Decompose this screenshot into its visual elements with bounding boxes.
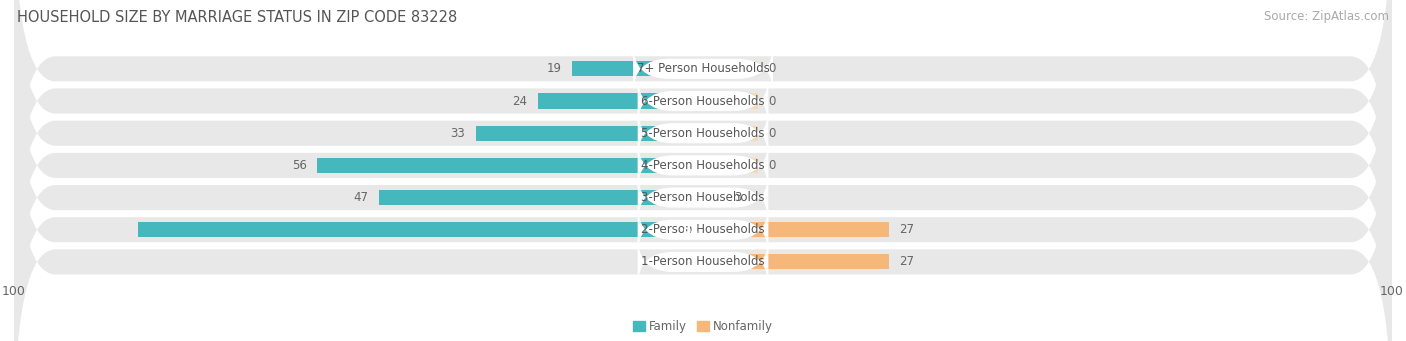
Bar: [703, 126, 758, 141]
Bar: [475, 126, 703, 141]
Legend: Family, Nonfamily: Family, Nonfamily: [628, 315, 778, 338]
Text: 3: 3: [734, 191, 741, 204]
Text: 27: 27: [900, 223, 914, 236]
Text: 27: 27: [900, 255, 914, 268]
Text: 82: 82: [682, 223, 699, 236]
FancyBboxPatch shape: [14, 81, 1392, 341]
FancyBboxPatch shape: [14, 17, 1392, 341]
Text: 0: 0: [769, 62, 776, 75]
Bar: [703, 222, 889, 237]
Bar: [703, 190, 724, 205]
Text: 5-Person Households: 5-Person Households: [641, 127, 765, 140]
Text: 0: 0: [769, 94, 776, 107]
Text: 4-Person Households: 4-Person Households: [641, 159, 765, 172]
Bar: [703, 61, 758, 76]
Bar: [138, 222, 703, 237]
FancyBboxPatch shape: [14, 0, 1392, 314]
Bar: [572, 61, 703, 76]
Text: Source: ZipAtlas.com: Source: ZipAtlas.com: [1264, 10, 1389, 23]
FancyBboxPatch shape: [14, 49, 1392, 341]
Text: 7+ Person Households: 7+ Person Households: [637, 62, 769, 75]
FancyBboxPatch shape: [14, 0, 1392, 282]
Text: 33: 33: [450, 127, 465, 140]
FancyBboxPatch shape: [14, 0, 1392, 341]
Bar: [703, 254, 889, 269]
FancyBboxPatch shape: [14, 0, 1392, 249]
Text: 3-Person Households: 3-Person Households: [641, 191, 765, 204]
Bar: [703, 93, 758, 108]
Bar: [537, 93, 703, 108]
Text: 56: 56: [292, 159, 307, 172]
Bar: [703, 158, 758, 173]
Text: 2-Person Households: 2-Person Households: [641, 223, 765, 236]
Text: HOUSEHOLD SIZE BY MARRIAGE STATUS IN ZIP CODE 83228: HOUSEHOLD SIZE BY MARRIAGE STATUS IN ZIP…: [17, 10, 457, 25]
Bar: [318, 158, 703, 173]
Text: 19: 19: [547, 62, 562, 75]
Text: 0: 0: [769, 127, 776, 140]
Text: 24: 24: [512, 94, 527, 107]
Text: 47: 47: [354, 191, 368, 204]
Bar: [380, 190, 703, 205]
Text: 0: 0: [769, 159, 776, 172]
Text: 6-Person Households: 6-Person Households: [641, 94, 765, 107]
Text: 1-Person Households: 1-Person Households: [641, 255, 765, 268]
